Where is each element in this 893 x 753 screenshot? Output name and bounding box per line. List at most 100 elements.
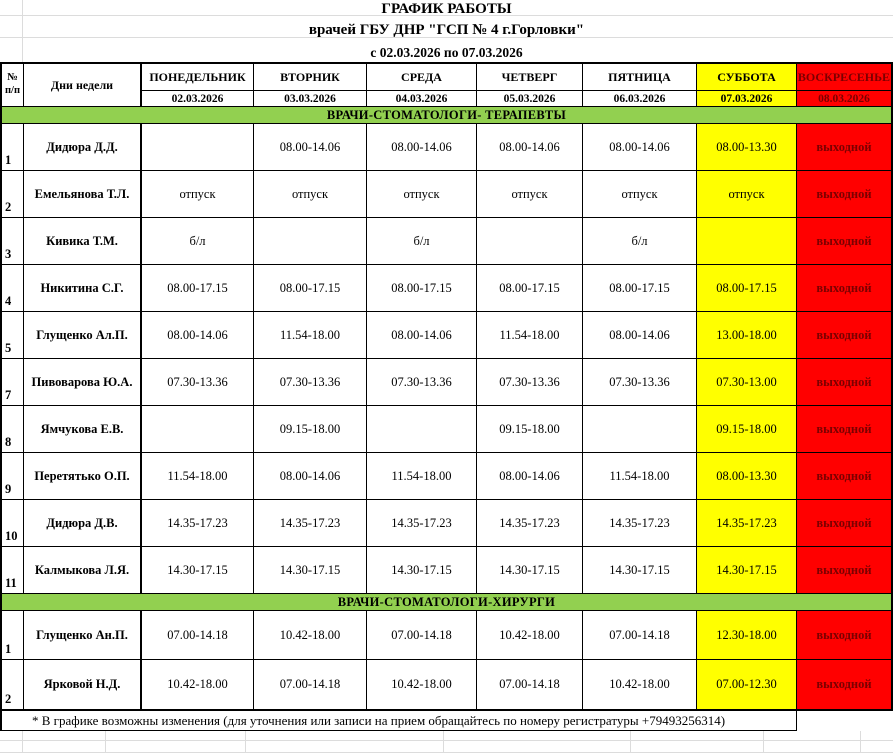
schedule-cell: 14.35-17.23 (583, 500, 697, 546)
row-number: 1 (2, 611, 24, 659)
day-date: 03.03.2026 (254, 90, 366, 106)
table-row: 2 Емельянова Т.Л. отпуск отпуск отпуск отпуск… (2, 171, 891, 218)
day-name: СУББОТА (717, 69, 776, 84)
schedule-cell: 08.00-14.06 (583, 312, 697, 358)
table-row: 1 Дидюра Д.Д. 08.00-14.06 08.00-14.06 08.00-… (2, 124, 891, 171)
schedule-cell: 07.30-13.36 (477, 359, 583, 405)
schedule-cell: 14.35-17.23 (142, 500, 254, 546)
schedule-cell: 13.00-18.00 (697, 312, 797, 358)
section-header: ВРАЧИ-СТОМАТОЛОГИ- ТЕРАПЕВТЫ (2, 107, 891, 124)
schedule-cell: 07.00-14.18 (367, 611, 477, 659)
schedule-cell: 14.35-17.23 (477, 500, 583, 546)
row-number: 5 (2, 312, 24, 358)
doctor-name: Ямчукова Е.В. (24, 406, 142, 452)
row-number: 1 (2, 124, 24, 170)
doctor-name: Перетятько О.П. (24, 453, 142, 499)
schedule-cell: выходной (797, 218, 891, 264)
schedule-cell: 10.42-18.00 (583, 660, 697, 709)
table-row: 10 Дидюра Д.В. 14.35-17.23 14.35-17.23 14.35… (2, 500, 891, 547)
spreadsheet-gridline (245, 731, 246, 753)
schedule-cell: 10.42-18.00 (254, 611, 367, 659)
schedule-cell: 12.30-18.00 (697, 611, 797, 659)
schedule-cell: 10.42-18.00 (477, 611, 583, 659)
day-header-workday: ВТОРНИК 03.03.2026 (254, 64, 367, 106)
row-number: 3 (2, 218, 24, 264)
doctor-name: Дидюра Д.Д. (24, 124, 142, 170)
doctor-name: Никитина С.Г. (24, 265, 142, 311)
schedule-cell: 14.35-17.23 (697, 500, 797, 546)
footer-note: * В графике возможны изменения (для уточ… (0, 711, 797, 731)
doctor-name: Емельянова Т.Л. (24, 171, 142, 217)
table-row: 7 Пивоварова Ю.А. 07.30-13.36 07.30-13.36 07… (2, 359, 891, 406)
schedule-cell: 14.30-17.15 (142, 547, 254, 593)
row-number: 11 (2, 547, 24, 593)
row-number: 7 (2, 359, 24, 405)
schedule-cell: 07.30-13.00 (697, 359, 797, 405)
schedule-cell: 11.54-18.00 (477, 312, 583, 358)
spreadsheet-gridline (22, 731, 23, 753)
page-subtitle: врачей ГБУ ДНР "ГСП № 4 г.Горловки" (308, 22, 585, 38)
schedule-cell: 08.00-14.06 (583, 124, 697, 170)
page-title: ГРАФИК РАБОТЫ (381, 1, 512, 17)
schedule-cell: отпуск (142, 171, 254, 217)
schedule-cell: б/л (142, 218, 254, 264)
doctor-name: Калмыкова Л.Я. (24, 547, 142, 593)
schedule-cell: 07.00-14.18 (583, 611, 697, 659)
spreadsheet-gridline (860, 731, 861, 753)
schedule-cell: 07.00-14.18 (142, 611, 254, 659)
schedule-cell (583, 406, 697, 452)
schedule-cell: 07.30-13.36 (254, 359, 367, 405)
schedule-cell: 07.30-13.36 (142, 359, 254, 405)
schedule-cell: отпуск (367, 171, 477, 217)
schedule-cell: выходной (797, 312, 891, 358)
day-name: ЧЕТВЕРГ (501, 69, 558, 84)
spreadsheet-gridline (630, 731, 631, 753)
schedule-cell: отпуск (477, 171, 583, 217)
schedule-cell: 08.00-17.15 (583, 265, 697, 311)
schedule-cell (477, 218, 583, 264)
day-header-workday: ПЯТНИЦА 06.03.2026 (583, 64, 697, 106)
table-row: 9 Перетятько О.П. 11.54-18.00 08.00-14.06 11… (2, 453, 891, 500)
day-date: 02.03.2026 (142, 90, 253, 106)
schedule-cell (254, 218, 367, 264)
schedule-cell: 08.00-17.15 (254, 265, 367, 311)
schedule-period: с 02.03.2026 по 07.03.2026 (370, 45, 523, 60)
schedule-table: № п/п Дни недели ПОНЕДЕЛЬНИК 02.03.2026 ВТ… (0, 62, 893, 711)
schedule-cell: 14.35-17.23 (254, 500, 367, 546)
day-date: 06.03.2026 (583, 90, 696, 106)
spreadsheet-gridline (443, 731, 444, 753)
schedule-cell: 14.30-17.15 (367, 547, 477, 593)
table-row: 8 Ямчукова Е.В. 09.15-18.00 09.15-18.00 09.1… (2, 406, 891, 453)
day-header-workday: ПОНЕДЕЛЬНИК 02.03.2026 (142, 64, 254, 106)
day-header-sunday: ВОСКРЕСЕНЬЕ 08.03.2026 (797, 64, 891, 106)
day-name: СРЕДА (401, 69, 442, 84)
schedule-cell: 14.30-17.15 (477, 547, 583, 593)
doctor-name: Пивоварова Ю.А. (24, 359, 142, 405)
day-name: ПЯТНИЦА (608, 69, 671, 84)
schedule-cell: отпуск (254, 171, 367, 217)
schedule-cell: выходной (797, 171, 891, 217)
schedule-cell (697, 218, 797, 264)
schedule-cell: выходной (797, 359, 891, 405)
schedule-cell: 14.30-17.15 (583, 547, 697, 593)
schedule-cell: 11.54-18.00 (367, 453, 477, 499)
schedule-cell: 08.00-17.15 (142, 265, 254, 311)
schedule-cell: 09.15-18.00 (477, 406, 583, 452)
schedule-cell: выходной (797, 124, 891, 170)
schedule-cell: 07.00-14.18 (477, 660, 583, 709)
schedule-cell: 09.15-18.00 (254, 406, 367, 452)
schedule-cell: 11.54-18.00 (583, 453, 697, 499)
day-name: ВТОРНИК (280, 69, 340, 84)
row-number-header: № п/п (2, 64, 24, 106)
schedule-cell: выходной (797, 660, 891, 709)
row-number: 8 (2, 406, 24, 452)
schedule-cell: 07.00-14.18 (254, 660, 367, 709)
schedule-cell (367, 406, 477, 452)
row-number: 4 (2, 265, 24, 311)
schedule-cell: 08.00-13.30 (697, 124, 797, 170)
days-of-week-header: Дни недели (24, 64, 142, 106)
schedule-cell: 11.54-18.00 (254, 312, 367, 358)
day-date: 07.03.2026 (697, 90, 796, 106)
spreadsheet-gridline (105, 731, 106, 753)
